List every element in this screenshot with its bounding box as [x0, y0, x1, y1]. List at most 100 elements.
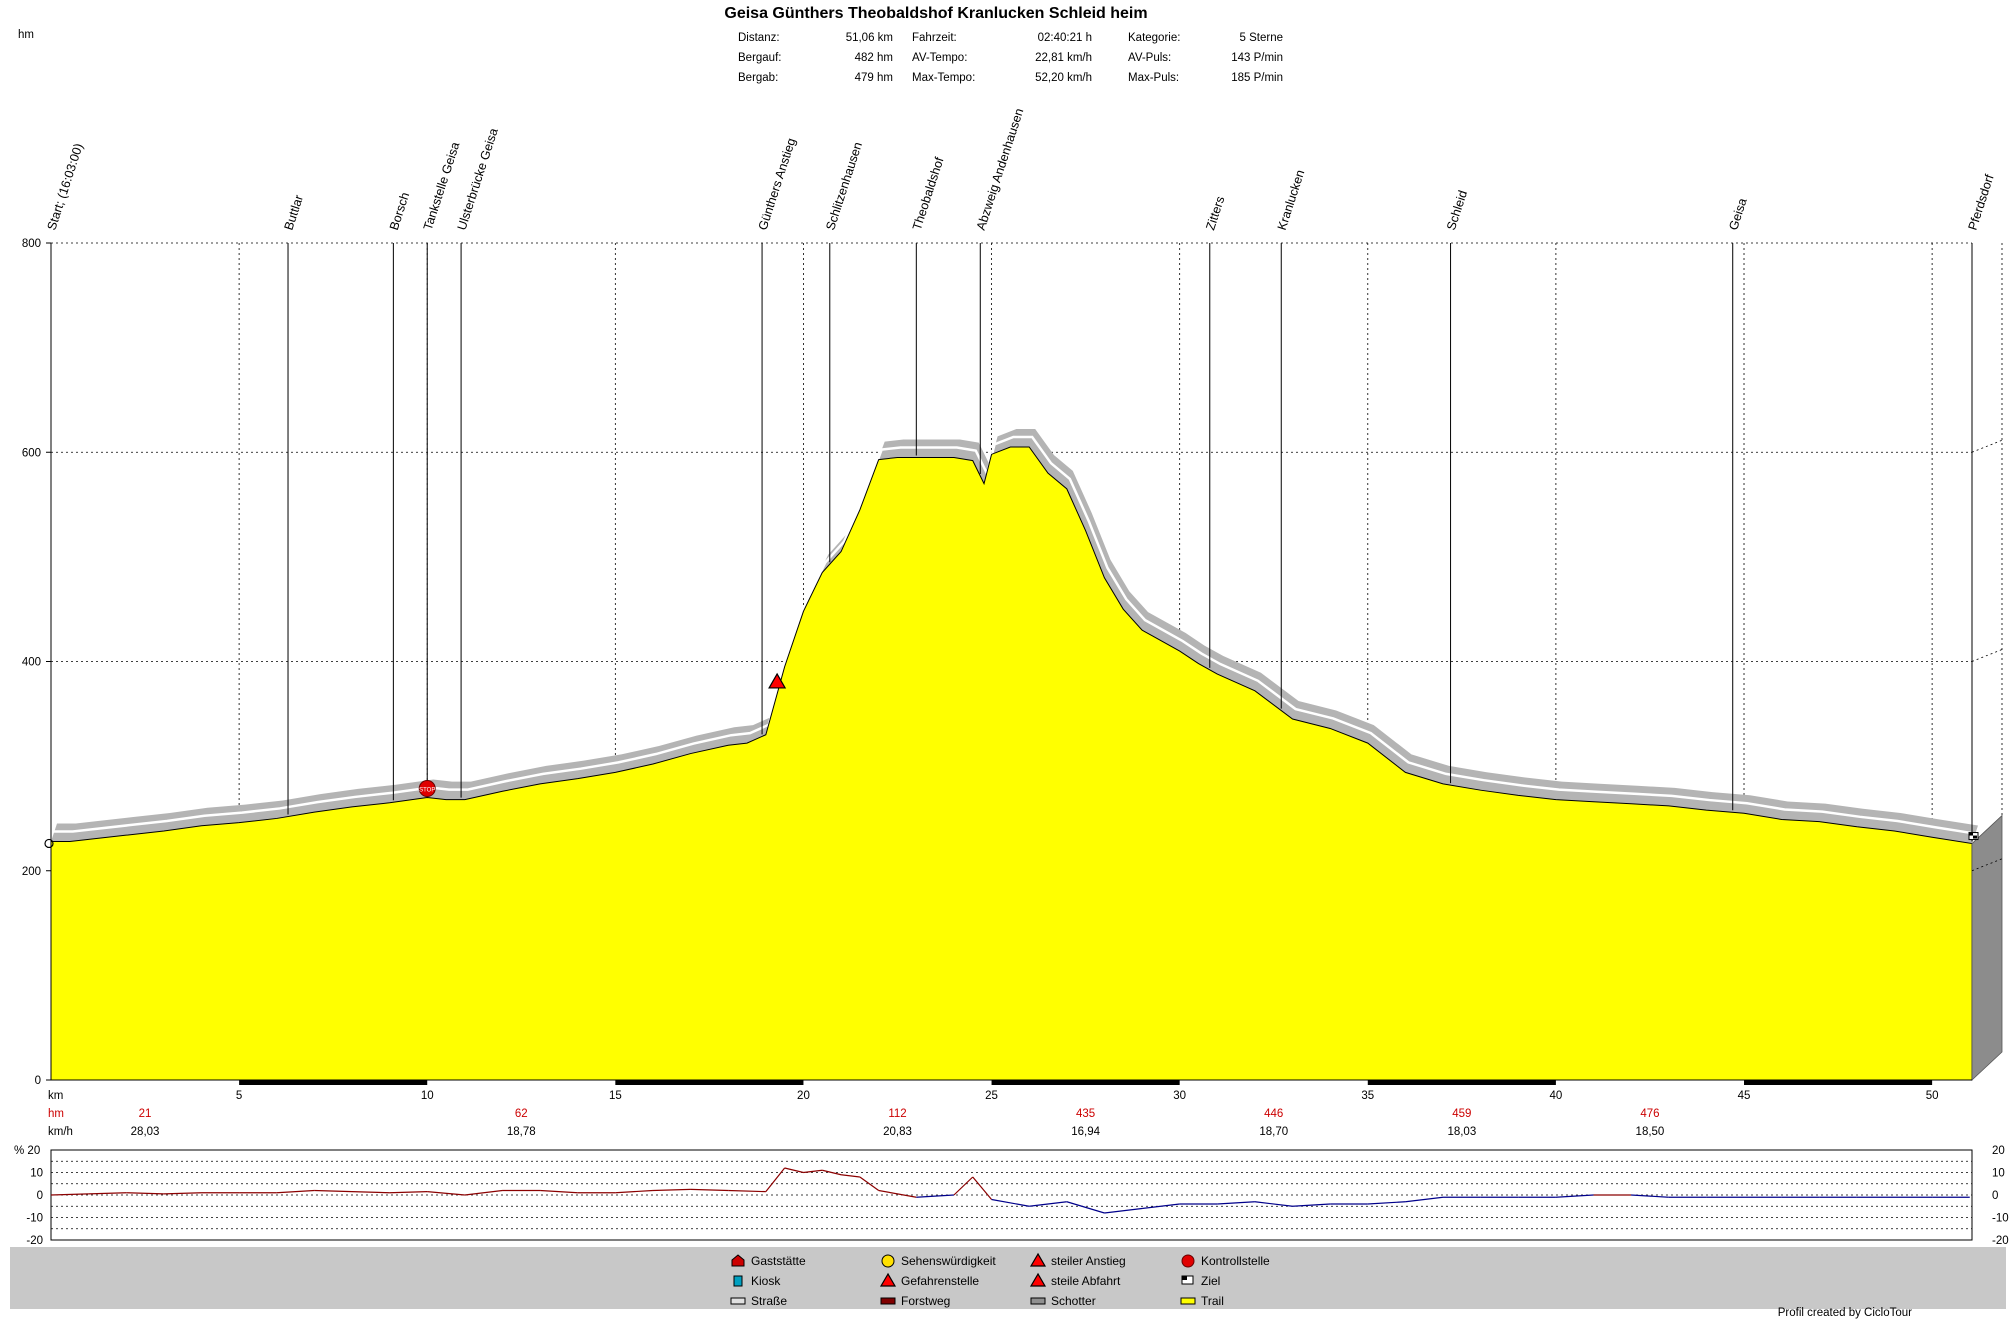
grade-line-segment	[859, 1176, 880, 1191]
stat-label: Bergab:	[738, 72, 778, 84]
stat-label: Max-Puls:	[1128, 72, 1179, 84]
grade-line-segment	[1254, 1201, 1293, 1207]
y-tick-label: 800	[22, 238, 41, 250]
legend-item-label: Kontrollstelle	[1201, 1254, 1270, 1268]
elevation-area	[50, 243, 2003, 1081]
finish-flag-icon	[1968, 832, 1979, 841]
kmh-segment-value: 18,70	[1259, 1126, 1288, 1138]
stat-value: 482 hm	[855, 52, 893, 64]
x-tick-label: 5	[236, 1090, 242, 1102]
x-tick-label: 50	[1926, 1090, 1939, 1102]
grade-y-tick-right: 0	[1992, 1190, 1998, 1202]
steep-down-icon	[1029, 1272, 1047, 1287]
grade-y-tick-right: -20	[1992, 1235, 2009, 1247]
grade-line-segment	[1631, 1194, 1669, 1198]
gravel-swatch-icon	[1030, 1297, 1046, 1305]
stat-value: 52,20 km/h	[1035, 72, 1092, 84]
stat-label: Fahrzeit:	[912, 32, 957, 44]
grade-line-segment	[690, 1188, 729, 1192]
kmh-segment-value: 18,78	[507, 1126, 536, 1138]
grade-y-tick-left: 10	[30, 1168, 43, 1180]
grade-line-segment	[1555, 1194, 1594, 1198]
stat-label: Distanz:	[738, 32, 780, 44]
x-tick-label: 40	[1549, 1090, 1562, 1102]
grade-line-segment	[1292, 1203, 1331, 1207]
waypoint-label: Buttlar	[282, 193, 306, 232]
kmh-segment-value: 18,50	[1636, 1126, 1665, 1138]
x-axis-segment-bar	[1744, 1080, 1933, 1085]
steep-climb-icon	[768, 672, 787, 689]
grade-line-segment	[972, 1176, 993, 1200]
grade-y-tick-left: -20	[26, 1235, 43, 1247]
grade-line-segment	[163, 1192, 202, 1195]
kmh-segment-value: 18,03	[1447, 1126, 1476, 1138]
x-axis-segment-bar	[991, 1080, 1180, 1085]
x-axis-segment-bar	[615, 1080, 804, 1085]
finish-flag-icon	[1181, 1275, 1194, 1285]
waypoint-label: Günthers Anstieg	[756, 136, 799, 232]
kmh-segment-value: 16,94	[1071, 1126, 1100, 1138]
waypoint-label: Kranlucken	[1275, 168, 1308, 232]
legend-item-label: Kiosk	[751, 1274, 781, 1288]
grade-line-segment	[464, 1189, 503, 1196]
smiley-icon	[881, 1254, 895, 1268]
waypoint-label: Theobaldshof	[910, 155, 947, 232]
svg-text:STOP: STOP	[419, 788, 435, 794]
stat-value: 479 hm	[855, 72, 893, 84]
grade-line-segment	[314, 1189, 352, 1193]
legend-item-label: Trail	[1201, 1294, 1224, 1308]
grade-y-tick-right: 10	[1992, 1168, 2005, 1180]
waypoint-label: Schlitzenhausen	[823, 140, 865, 232]
y-tick-label: 0	[35, 1075, 41, 1087]
grade-line-segment	[991, 1198, 1030, 1207]
grade-line-segment	[276, 1189, 315, 1194]
grade-line-segment	[615, 1189, 653, 1194]
house-icon	[731, 1254, 745, 1267]
grade-line-segment	[126, 1192, 164, 1195]
y-tick-label: 600	[22, 447, 41, 459]
grade-line-segment	[427, 1191, 465, 1196]
chart-title: Geisa Günthers Theobaldshof Kranlucken S…	[724, 5, 1147, 22]
legend: Gaststätte Kiosk Straße Sehenswürdigkeit Gef…	[730, 1252, 1270, 1308]
grade-line-segment	[540, 1189, 578, 1194]
main-axes: 0 200 400 600 800 5 10 15 20 25 30 35 40 45 50	[22, 238, 1972, 1102]
waypoint-label: Schleid	[1444, 189, 1470, 232]
grade-line-segment	[1066, 1201, 1105, 1214]
x-tick-label: 10	[421, 1090, 434, 1102]
grade-y-tick-left: 0	[37, 1190, 43, 1202]
grade-y-tick-right: 20	[1992, 1145, 2005, 1157]
road-swatch-icon	[730, 1297, 746, 1305]
waypoint-label: Borsch	[387, 191, 412, 232]
grade-chart: % 20 -20 -20 -10 -10 0 0 10 10 20	[14, 1145, 2009, 1247]
stat-label: AV-Tempo:	[912, 52, 967, 64]
stat-label: Max-Tempo:	[912, 72, 975, 84]
y-axis-unit-label: hm	[18, 29, 34, 41]
depth-gridline	[1971, 858, 2003, 872]
grade-line-segment	[728, 1189, 766, 1193]
grade-line-segment	[803, 1169, 823, 1174]
legend-item-label: Ziel	[1201, 1274, 1220, 1288]
legend-item-label: steile Abfahrt	[1051, 1274, 1121, 1288]
kmh-row-label: km/h	[48, 1126, 73, 1138]
hm-segment-value: 446	[1264, 1108, 1283, 1120]
trail-swatch-icon	[1180, 1297, 1196, 1305]
grade-line-segment	[822, 1169, 842, 1176]
elevation-shadow	[51, 429, 1978, 844]
x-tick-label: 30	[1173, 1090, 1186, 1102]
grade-line-segment	[88, 1192, 127, 1195]
grade-line-segment	[1367, 1201, 1406, 1205]
grade-line-segment	[1029, 1201, 1067, 1207]
y-tick-label: 200	[22, 866, 41, 878]
stat-value: 185 P/min	[1231, 72, 1283, 84]
grade-line-segment	[784, 1167, 804, 1174]
waypoint-label: Tankstelle Geisa	[421, 140, 463, 232]
x-tick-label: 25	[985, 1090, 998, 1102]
hm-segment-value: 459	[1452, 1108, 1471, 1120]
stat-label: AV-Puls:	[1128, 52, 1171, 64]
steep-up-icon	[1029, 1252, 1047, 1267]
grade-line-segment	[1217, 1201, 1255, 1205]
hm-segment-value: 435	[1076, 1108, 1095, 1120]
grade-line-segment	[765, 1167, 786, 1192]
legend-item-label: Gaststätte	[751, 1254, 806, 1268]
